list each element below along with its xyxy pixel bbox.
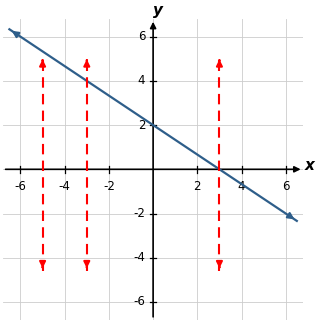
Text: y: y <box>152 3 163 18</box>
Text: 2: 2 <box>138 119 146 132</box>
Text: -2: -2 <box>133 207 146 220</box>
Text: 4: 4 <box>238 180 245 193</box>
Text: -4: -4 <box>133 251 146 264</box>
Text: 6: 6 <box>138 30 146 43</box>
Text: 2: 2 <box>194 180 201 193</box>
Text: -6: -6 <box>15 180 26 193</box>
Text: -4: -4 <box>59 180 71 193</box>
Text: -6: -6 <box>133 295 146 308</box>
Text: x: x <box>305 159 314 174</box>
Text: 4: 4 <box>138 74 146 87</box>
Text: -2: -2 <box>103 180 115 193</box>
Text: 6: 6 <box>282 180 289 193</box>
